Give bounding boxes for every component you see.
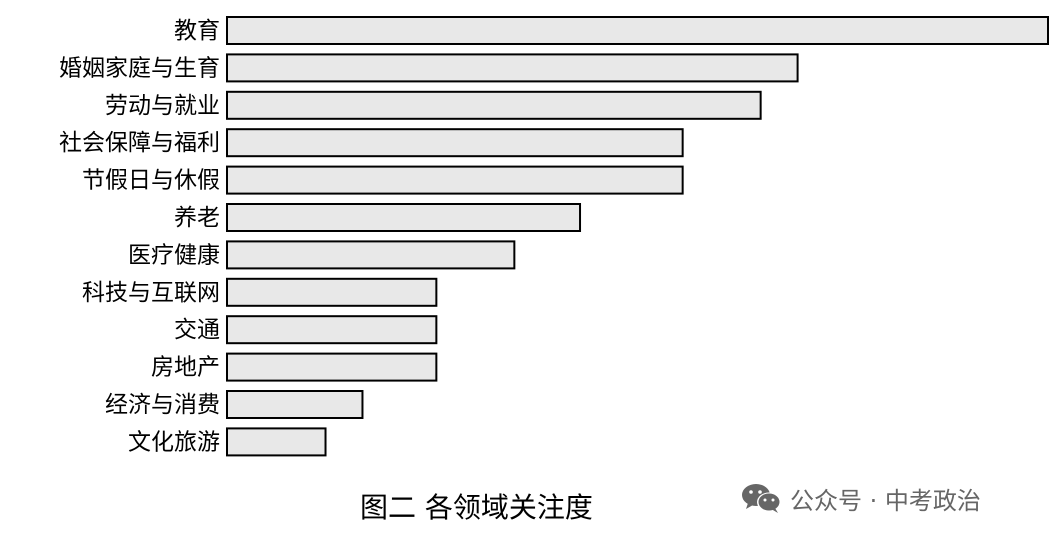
bar — [226, 427, 327, 457]
category-label: 交通 — [174, 317, 220, 343]
bar — [226, 240, 516, 270]
watermark: 公众号 · 中考政治 — [740, 480, 981, 516]
bar — [226, 203, 582, 232]
category-label: 医疗健康 — [128, 242, 220, 268]
category-label: 经济与消费 — [105, 392, 220, 418]
bar — [226, 390, 364, 419]
category-label: 文化旅游 — [128, 429, 220, 455]
bar — [226, 315, 438, 345]
wechat-icon — [742, 484, 781, 513]
bar — [226, 90, 762, 120]
bar — [226, 53, 799, 83]
category-label: 教育 — [174, 18, 220, 44]
category-label: 房地产 — [151, 355, 220, 381]
category-label: 婚姻家庭与生育 — [59, 55, 220, 81]
category-label: 社会保障与福利 — [59, 130, 220, 156]
category-label: 科技与互联网 — [82, 280, 220, 306]
category-label: 节假日与休假 — [82, 168, 220, 194]
category-label: 养老 — [174, 205, 220, 231]
category-label: 劳动与就业 — [105, 93, 220, 119]
bar — [226, 165, 684, 195]
bar — [226, 16, 1049, 45]
watermark-text: 公众号 · 中考政治 — [790, 486, 981, 515]
bar — [226, 277, 438, 307]
bar-chart: 教育婚姻家庭与生育劳动与就业社会保障与福利节假日与休假养老医疗健康科技与互联网交… — [59, 16, 1049, 457]
bar — [226, 128, 684, 158]
bar — [226, 352, 438, 382]
figure-caption: 图二 各领域关注度 — [360, 491, 593, 524]
